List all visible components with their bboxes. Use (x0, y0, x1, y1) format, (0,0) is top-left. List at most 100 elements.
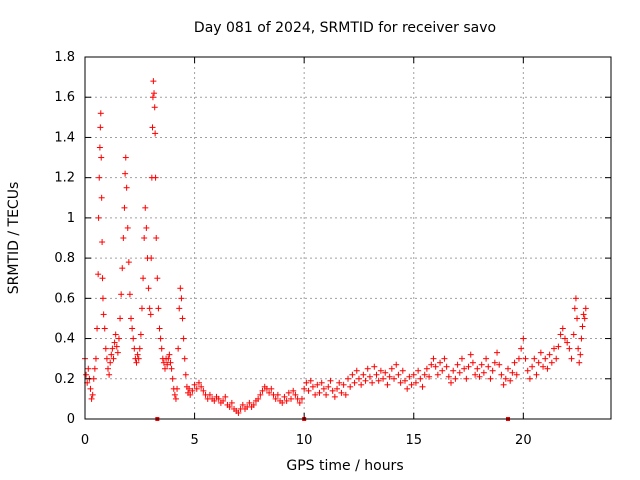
data-point (391, 375, 398, 382)
data-point (150, 78, 157, 85)
data-point (111, 339, 118, 346)
data-point (160, 359, 167, 366)
data-point (579, 323, 586, 330)
data-point (320, 385, 327, 392)
data-point (148, 255, 155, 262)
data-point (526, 375, 533, 382)
x-tick-label: 5 (190, 433, 198, 448)
data-point (138, 305, 145, 312)
data-point (458, 355, 465, 362)
data-point (415, 367, 422, 374)
data-point (426, 373, 433, 380)
data-point (325, 383, 332, 390)
data-point (555, 343, 562, 350)
data-point (540, 363, 547, 370)
data-point (494, 349, 501, 356)
data-point (169, 375, 176, 382)
data-point (98, 194, 105, 201)
data-point (574, 315, 581, 322)
data-point (172, 395, 179, 402)
data-point (496, 361, 503, 368)
data-point (524, 367, 531, 374)
data-point (235, 409, 242, 416)
data-point (206, 391, 213, 398)
data-point (371, 363, 378, 370)
data-point (122, 170, 129, 177)
data-point (382, 369, 389, 376)
data-point (195, 379, 202, 386)
data-point (439, 367, 446, 374)
data-point (312, 391, 319, 398)
data-point (189, 387, 196, 394)
data-point (513, 371, 520, 378)
data-point (292, 391, 299, 398)
data-point (151, 104, 158, 111)
data-point (123, 184, 130, 191)
data-point (580, 311, 587, 318)
data-point (463, 375, 470, 382)
data-point (112, 331, 119, 338)
data-point (141, 235, 148, 241)
data-point (101, 325, 108, 332)
data-point (535, 359, 542, 366)
data-point (566, 345, 573, 352)
data-point (222, 393, 229, 400)
data-point (115, 335, 122, 342)
data-point (373, 371, 380, 378)
data-point (362, 377, 369, 384)
data-point (89, 391, 96, 398)
data-point (135, 355, 142, 362)
data-point (434, 371, 441, 378)
data-point (107, 359, 114, 366)
x-axis-label: GPS time / hours (286, 458, 403, 474)
data-point (266, 389, 273, 396)
data-point (154, 275, 161, 282)
y-tick-label: 1.4 (54, 130, 75, 145)
data-point (544, 365, 551, 372)
data-point (318, 379, 325, 386)
data-point (164, 361, 171, 368)
data-point (582, 305, 589, 312)
data-point (149, 124, 156, 131)
data-point (303, 379, 310, 386)
data-point (120, 235, 127, 241)
data-point (274, 391, 281, 398)
data-point (88, 395, 95, 402)
data-point (99, 239, 106, 246)
data-point (469, 359, 476, 366)
y-tick-label: 1.2 (54, 171, 75, 186)
x-tick-label: 10 (296, 433, 313, 448)
data-point (158, 345, 165, 352)
data-point (155, 305, 162, 312)
data-point (483, 355, 490, 362)
data-point (137, 331, 144, 338)
data-point (419, 383, 426, 390)
data-point (316, 389, 323, 396)
data-point (408, 381, 415, 388)
data-point (529, 363, 536, 370)
data-point (557, 331, 564, 338)
axes: 0 0.2 0.4 0.6 0.8 1 1.2 1.4 1.6 1.8 0 5 10 15 20 (54, 50, 611, 448)
data-point (109, 345, 116, 352)
data-point (290, 387, 297, 394)
data-point (167, 359, 174, 366)
data-point (166, 351, 173, 358)
data-point (329, 387, 336, 394)
data-point (83, 371, 90, 378)
data-point (136, 345, 143, 352)
data-point (98, 154, 105, 161)
x-tick-label: 0 (81, 433, 89, 448)
data-point (575, 345, 582, 352)
data-point (430, 355, 437, 362)
data-point (417, 375, 424, 382)
data-point (474, 365, 481, 372)
y-tick-label: 0.4 (54, 332, 75, 347)
data-point (489, 367, 496, 374)
data-series-srmtid (82, 78, 589, 421)
data-point (176, 305, 183, 312)
data-point (211, 397, 218, 404)
data-point (96, 144, 103, 151)
data-point (327, 377, 334, 384)
data-point (283, 397, 290, 404)
data-point (309, 383, 316, 390)
